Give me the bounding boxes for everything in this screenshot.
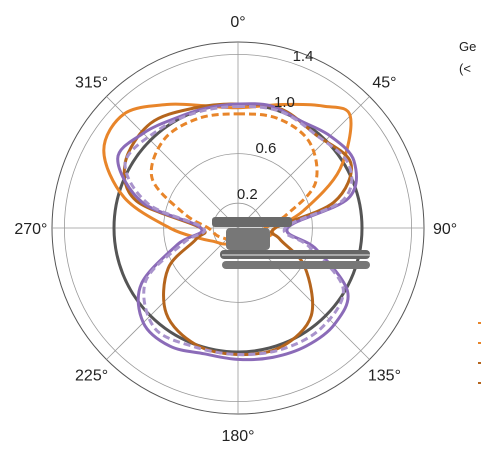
angle-label: 0° bbox=[230, 14, 245, 31]
radial-tick-label: 1.0 bbox=[274, 94, 295, 111]
series-line bbox=[123, 104, 354, 357]
angle-label: 45° bbox=[372, 75, 396, 92]
angle-label: 225° bbox=[75, 367, 108, 384]
spoke-line bbox=[106, 227, 239, 360]
legend-swatch bbox=[478, 342, 481, 344]
angle-label: 135° bbox=[368, 367, 401, 384]
spoke-line bbox=[237, 96, 370, 229]
legend-swatch bbox=[478, 362, 481, 364]
series-4 bbox=[123, 104, 354, 357]
device-icon bbox=[212, 217, 370, 269]
radial-tick-label: 0.6 bbox=[255, 140, 276, 157]
side-text: (< bbox=[459, 61, 471, 76]
spoke-line bbox=[106, 96, 239, 229]
radial-tick-label: 1.4 bbox=[293, 48, 314, 65]
angle-label: 180° bbox=[221, 428, 254, 445]
series-3 bbox=[116, 102, 358, 362]
grid bbox=[51, 41, 425, 415]
series-line bbox=[116, 102, 358, 362]
angle-label: 270° bbox=[14, 221, 47, 238]
side-text: Ge bbox=[459, 39, 476, 54]
angle-label: 90° bbox=[433, 221, 457, 238]
device-arm-lower bbox=[222, 261, 370, 269]
radial-tick-label: 0.2 bbox=[237, 186, 258, 203]
legend-swatch bbox=[478, 382, 481, 384]
legend-swatch bbox=[478, 322, 481, 324]
angle-label: 315° bbox=[75, 75, 108, 92]
device-body bbox=[226, 228, 270, 250]
device-top-plate bbox=[212, 217, 292, 227]
